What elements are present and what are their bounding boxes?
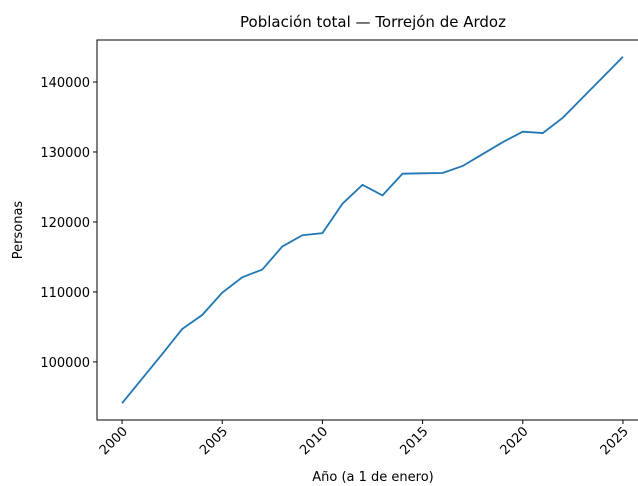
x-tick-label: 2020 — [498, 424, 532, 458]
plot-frame — [96, 39, 638, 421]
chart-title: Población total — Torrejón de Ardoz — [240, 13, 506, 31]
x-axis-label: Año (a 1 de enero) — [312, 470, 434, 485]
x-tick-label: 2010 — [297, 424, 331, 458]
x-tick-label: 2000 — [97, 424, 131, 458]
y-tick-label: 130000 — [40, 146, 90, 161]
y-tick-label: 110000 — [40, 286, 90, 301]
y-tick-label: 120000 — [40, 216, 90, 231]
y-tick-label: 140000 — [40, 76, 90, 91]
x-tick-label: 2005 — [197, 424, 231, 458]
x-tick-label: 2015 — [397, 424, 431, 458]
y-tick-label: 100000 — [40, 356, 90, 371]
plot-area: 100000 110000 120000 130000 140000 2000 2005 20… — [40, 39, 638, 458]
y-axis-label: Personas — [11, 201, 26, 260]
data-line — [121, 56, 624, 404]
x-tick-label: 2025 — [598, 424, 632, 458]
